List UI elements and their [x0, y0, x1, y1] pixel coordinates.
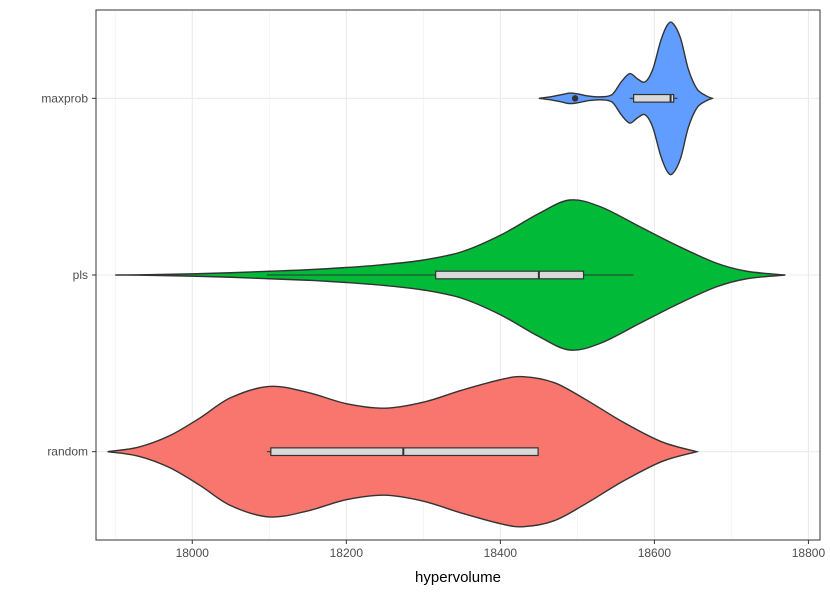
x-tick-label: 18200 — [330, 546, 364, 560]
box-pls — [435, 270, 585, 280]
box-maxprob — [633, 93, 675, 103]
y-tick-label-random: random — [47, 445, 88, 459]
box-random — [270, 447, 539, 457]
violin-pls — [115, 199, 786, 351]
x-tick-label: 18400 — [484, 546, 518, 560]
axis-ticks: 18000 18200 18400 18600 18800 maxprob pls rando… — [41, 91, 825, 560]
violin-body-maxprob — [538, 21, 714, 176]
outlier-maxprob — [571, 95, 579, 102]
violin-random — [107, 375, 700, 528]
x-tick-label: 18600 — [638, 546, 672, 560]
x-axis-title: hypervolume — [415, 569, 501, 586]
violin-maxprob — [538, 21, 714, 176]
violins — [107, 21, 786, 528]
y-tick-label-maxprob: maxprob — [41, 91, 88, 105]
y-tick-label-pls: pls — [73, 268, 88, 282]
x-tick-label: 18800 — [792, 546, 826, 560]
x-tick-label: 18000 — [176, 546, 210, 560]
